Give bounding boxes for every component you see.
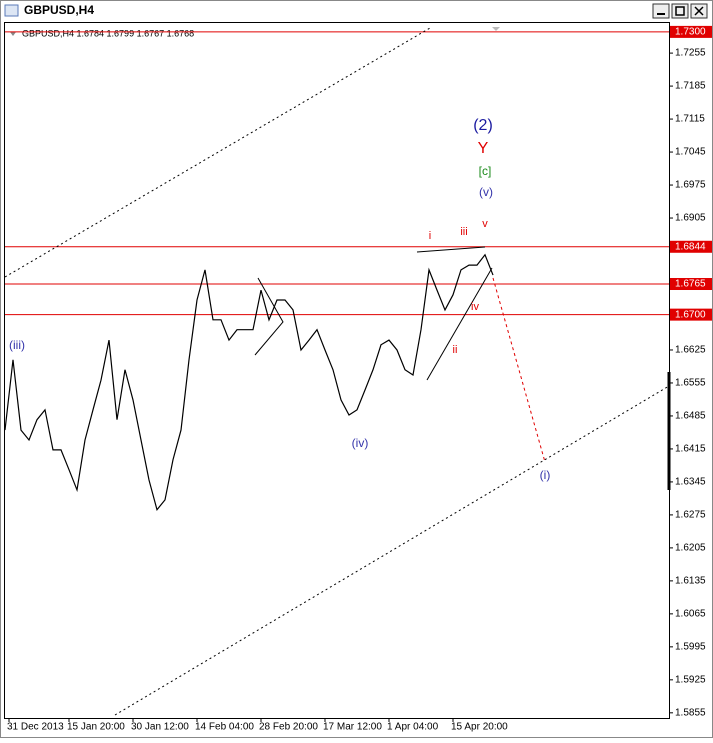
y-tick-label: 1.6415 <box>675 444 706 455</box>
level-label: 1.6700 <box>675 309 706 320</box>
y-tick-label: 1.7115 <box>675 114 705 125</box>
level-label: 1.6765 <box>675 279 706 290</box>
y-tick-label: 1.5855 <box>675 707 706 718</box>
window-buttons[interactable] <box>652 3 708 19</box>
info-arrow <box>10 32 16 36</box>
y-tick-label: 1.6205 <box>675 543 706 554</box>
level-label-box <box>670 308 712 321</box>
y-tick-label: 1.6485 <box>675 411 706 422</box>
x-tick-label: 14 Feb 04:00 <box>195 722 254 733</box>
wave-label: Y <box>478 140 489 157</box>
x-tick-label: 17 Mar 12:00 <box>323 722 382 733</box>
level-label-box <box>670 25 712 38</box>
maximize-icon <box>675 6 685 16</box>
x-tick-label: 1 Apr 04:00 <box>387 722 439 733</box>
title-bar <box>1 1 712 21</box>
y-tick-label: 1.7045 <box>675 147 706 158</box>
annotations: (2) Y [c] (v) i iii v iv ii (iii) (iv) (… <box>9 117 550 482</box>
close-icon <box>694 6 704 16</box>
y-tick-label: 1.6975 <box>675 180 706 191</box>
wave-label: [c] <box>479 164 492 178</box>
price-line <box>4 253 494 512</box>
maximize-button[interactable] <box>671 3 689 19</box>
x-tick-label: 15 Apr 20:00 <box>451 722 508 733</box>
y-tick-label: 1.6345 <box>675 477 706 488</box>
trend-line <box>416 246 486 253</box>
wave-label: (v) <box>479 185 493 199</box>
shift-marker <box>492 27 500 31</box>
wave-label: ii <box>453 344 458 356</box>
x-tick-label: 31 Dec 2013 <box>7 722 64 733</box>
trend-line <box>254 277 284 356</box>
wave-label: i <box>429 230 431 242</box>
y-tick-label: 1.6625 <box>675 345 706 356</box>
trend-line <box>426 267 493 381</box>
level-label-box <box>670 278 712 291</box>
y-tick-label: 1.6065 <box>675 608 706 619</box>
level-label: 1.7300 <box>675 27 706 38</box>
x-tick-label: 28 Feb 20:00 <box>259 722 318 733</box>
wave-label: (i) <box>540 468 551 482</box>
x-tick-label: 30 Jan 12:00 <box>131 722 189 733</box>
wave-label: v <box>482 218 488 230</box>
minimize-button[interactable] <box>652 3 670 19</box>
wave-label: iv <box>471 301 479 313</box>
window-icon <box>4 4 19 17</box>
x-tick-label: 15 Jan 20:00 <box>67 722 125 733</box>
wave-label: (iv) <box>352 436 369 450</box>
channel-upper <box>4 27 431 278</box>
channel-lower <box>114 385 670 716</box>
wave-label: (iii) <box>9 338 25 352</box>
y-tick-label: 1.7255 <box>675 48 706 59</box>
y-tick-label: 1.6275 <box>675 510 706 521</box>
y-tick-label: 1.5925 <box>675 674 706 685</box>
plot-layer: 1.7255 1.7185 1.7115 1.7045 1.6975 1.6905 1.66… <box>4 25 712 733</box>
info-text: GBPUSD,H4 1.6784 1.6799 1.6767 1.6768 <box>22 28 194 38</box>
y-tick-label: 1.6905 <box>675 213 706 224</box>
y-tick-label: 1.5995 <box>675 641 706 652</box>
y-tick-label: 1.7185 <box>675 81 706 92</box>
projection-line <box>492 277 546 463</box>
level-label: 1.6844 <box>675 241 706 252</box>
wave-label: (2) <box>473 117 493 134</box>
window-title: GBPUSD,H4 <box>24 3 94 17</box>
y-tick-label: 1.6555 <box>675 378 706 389</box>
level-label-box <box>670 240 712 253</box>
plot-frame <box>4 22 670 719</box>
y-tick-label: 1.6135 <box>675 576 706 587</box>
wave-label: iii <box>460 226 467 238</box>
